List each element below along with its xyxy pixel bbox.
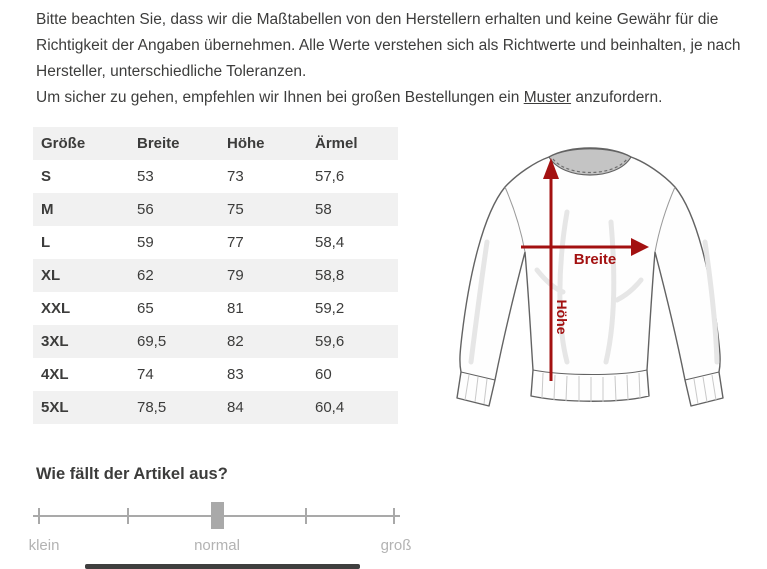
cell-hoehe: 79 — [227, 267, 244, 284]
cell-aermel: 59,2 — [315, 300, 345, 317]
cell-breite: 78,5 — [137, 399, 167, 416]
fit-label-klein: klein — [28, 537, 60, 554]
cell-size: XXL — [41, 300, 71, 317]
size-table-header-row: Größe Breite Höhe Ärmel — [33, 127, 398, 160]
fit-heading: Wie fällt der Artikel aus? — [36, 465, 228, 483]
cell-breite: 69,5 — [137, 333, 167, 350]
collar-band — [548, 148, 632, 176]
cell-hoehe: 81 — [227, 300, 244, 317]
cell-breite: 56 — [137, 201, 154, 218]
table-row: 4XL 74 83 60 — [33, 358, 398, 391]
col-header-groesse: Größe — [41, 135, 86, 152]
cell-aermel: 59,6 — [315, 333, 345, 350]
fit-label-normal: normal — [194, 537, 240, 554]
cell-size: S — [41, 168, 52, 185]
sweater-illustration: Breite Höhe — [456, 147, 724, 407]
disclaimer-text: Bitte beachten Sie, dass wir die Maßtabe… — [36, 7, 748, 111]
cell-hoehe: 84 — [227, 399, 244, 416]
fit-slider-tick — [305, 508, 307, 524]
col-header-breite: Breite — [137, 135, 180, 152]
measurement-arrows: Breite Höhe — [521, 158, 649, 381]
collar-stitching — [552, 158, 628, 174]
table-row: S 53 73 57,6 — [33, 160, 398, 193]
sweater-shading — [468, 209, 720, 365]
fit-label-gross: groß — [380, 537, 412, 554]
cell-hoehe: 75 — [227, 201, 244, 218]
disclaimer-paragraph: Bitte beachten Sie, dass wir die Maßtabe… — [36, 11, 741, 80]
height-arrowhead-icon — [543, 158, 559, 179]
ribbing-lines — [460, 369, 720, 405]
bottom-scrollbar-thumb[interactable] — [85, 564, 360, 569]
height-arrow-label: Höhe — [554, 300, 570, 335]
sample-paragraph: Um sicher zu gehen, empfehlen wir Ihnen … — [36, 85, 748, 111]
width-arrowhead-icon — [631, 238, 649, 256]
fit-slider-tick — [127, 508, 129, 524]
cell-hoehe: 83 — [227, 366, 244, 383]
cell-breite: 65 — [137, 300, 154, 317]
cell-hoehe: 73 — [227, 168, 244, 185]
fit-slider-handle[interactable] — [211, 502, 224, 529]
cell-breite: 74 — [137, 366, 154, 383]
cell-hoehe: 82 — [227, 333, 244, 350]
table-row: L 59 77 58,4 — [33, 226, 398, 259]
sweater-measurement-diagram: Breite Höhe — [445, 130, 765, 430]
muster-link[interactable]: Muster — [523, 89, 572, 106]
cell-aermel: 58,8 — [315, 267, 345, 284]
cell-size: 3XL — [41, 333, 69, 350]
cell-size: M — [41, 201, 54, 218]
cell-breite: 59 — [137, 234, 154, 251]
table-row: XL 62 79 58,8 — [33, 259, 398, 292]
cell-size: XL — [41, 267, 61, 284]
table-row: XXL 65 81 59,2 — [33, 292, 398, 325]
cell-aermel: 58 — [315, 201, 332, 218]
cell-aermel: 60 — [315, 366, 332, 383]
cell-aermel: 57,6 — [315, 168, 345, 185]
sweater-outline — [456, 147, 724, 407]
width-arrow-label: Breite — [574, 251, 617, 268]
cell-aermel: 58,4 — [315, 234, 345, 251]
size-table: Größe Breite Höhe Ärmel S 53 73 57,6 M 5… — [33, 127, 398, 424]
fit-slider-tick — [393, 508, 395, 524]
fit-slider-labels: klein normal groß — [29, 537, 412, 555]
cell-breite: 62 — [137, 267, 154, 284]
fit-slider-tick — [38, 508, 40, 524]
cell-size: 4XL — [41, 366, 69, 383]
cell-size: L — [41, 234, 51, 251]
cell-aermel: 60,4 — [315, 399, 345, 416]
table-row: 5XL 78,5 84 60,4 — [33, 391, 398, 424]
fit-slider — [33, 501, 403, 531]
cell-breite: 53 — [137, 168, 154, 185]
sample-paragraph-after: anzufordern. — [571, 89, 663, 106]
cell-size: 5XL — [41, 399, 69, 416]
cell-hoehe: 77 — [227, 234, 244, 251]
col-header-hoehe: Höhe — [227, 135, 265, 152]
col-header-aermel: Ärmel — [315, 135, 358, 152]
sample-paragraph-before: Um sicher zu gehen, empfehlen wir Ihnen … — [36, 89, 524, 106]
table-row: 3XL 69,5 82 59,6 — [33, 325, 398, 358]
table-row: M 56 75 58 — [33, 193, 398, 226]
